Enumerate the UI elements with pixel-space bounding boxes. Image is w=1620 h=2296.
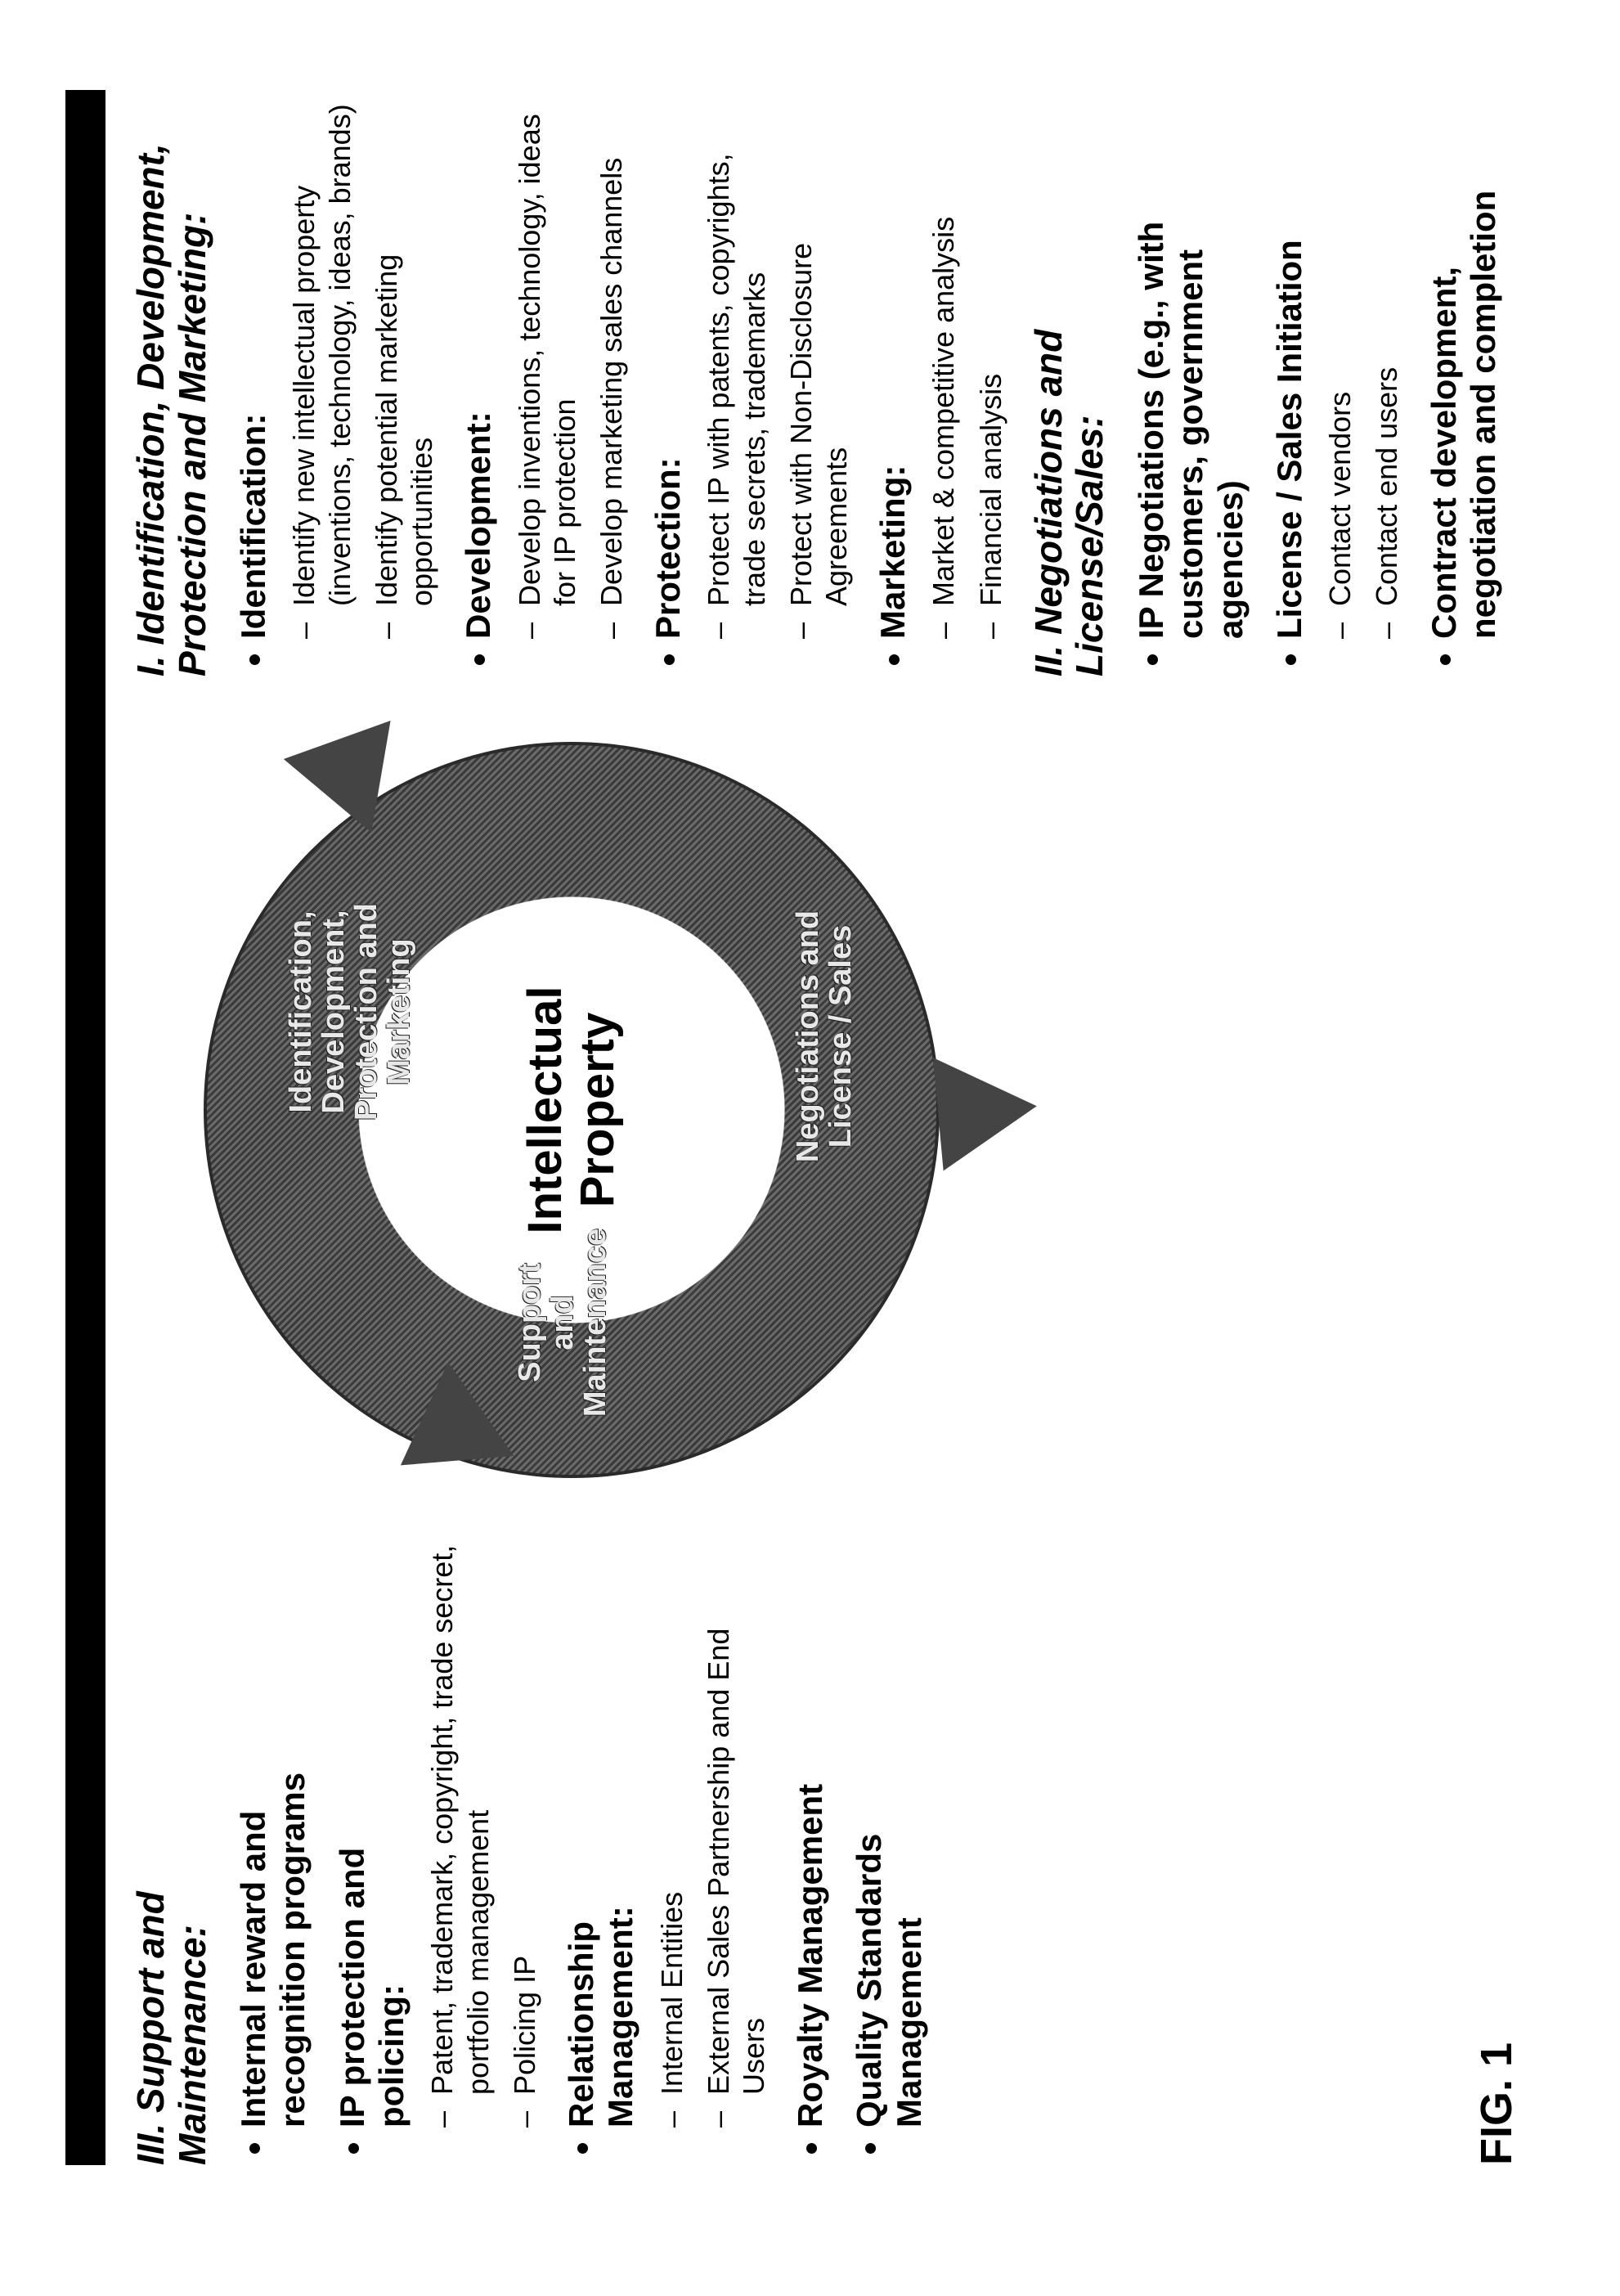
iii-item-3: Royalty Management — [791, 1543, 830, 2128]
ii-item-0: IP Negotiations (e.g., with customers, g… — [1132, 90, 1250, 639]
section-ii-prefix: II. — [1027, 645, 1070, 676]
iii-item-2-sub-1: External Sales Partnership and End Users — [701, 1543, 771, 2128]
section-i-list: Identification: Identify new intellectua… — [234, 90, 1008, 676]
i-group-2: Protection: Protect IP with patents, cop… — [648, 90, 854, 639]
title-underline — [96, 90, 105, 2165]
section-ii-heading: II. Negotiations and License/Sales: — [1028, 90, 1111, 676]
iii-item-2-sub-0: Internal Entities — [654, 1543, 689, 2128]
section-iii-line2: Maintenance: — [171, 1925, 213, 2165]
iii-item-2: Relationship Management: Internal Entiti… — [562, 1543, 771, 2128]
iii-item-4: Quality Standards Management — [850, 1543, 929, 2128]
section-i-heading: I. Identification, Development, Protecti… — [130, 90, 213, 676]
iii-item-1-sub: Patent, trademark, copyright, trade secr… — [424, 1543, 542, 2128]
iii-item-1-sub-0: Patent, trademark, copyright, trade secr… — [424, 1543, 495, 2128]
ii-item-1: License / Sales Initiation Contact vendo… — [1270, 90, 1405, 639]
column-sections-i-ii: I. Identification, Development, Protecti… — [130, 90, 1523, 676]
column-cycle-diagram: Identification, Development, Protection … — [130, 701, 1523, 1519]
column-section-iii: III. Support and Maintenance: Internal r… — [130, 1543, 1523, 2165]
section-iii-heading: III. Support and Maintenance: — [130, 1543, 213, 2165]
section-iii-prefix: III. — [129, 2123, 172, 2165]
cycle-diagram: Identification, Development, Protection … — [163, 701, 981, 1519]
iii-item-0: Internal reward and recognition programs — [234, 1543, 313, 2128]
section-i-prefix: I. — [129, 655, 172, 676]
ii-item-2: Contract development, negotiation and co… — [1425, 90, 1504, 639]
page-rotated-wrapper: Continuous Intellectual Property Process… — [0, 676, 1620, 2296]
landscape-canvas: Continuous Intellectual Property Process… — [0, 0, 1620, 2296]
three-column-layout: III. Support and Maintenance: Internal r… — [130, 90, 1523, 2165]
page-title: Continuous Intellectual Property Process — [65, 90, 96, 2165]
iii-item-1: IP protection and policing: Patent, trad… — [333, 1543, 542, 2128]
iii-item-1-sub-1: Policing IP — [507, 1543, 542, 2128]
cycle-center-label: Intellectual Property — [163, 701, 981, 1519]
iii-item-2-sub: Internal Entities External Sales Partner… — [654, 1543, 772, 2128]
i-group-1: Development: Develop inventions, technol… — [459, 90, 629, 639]
section-ii-list: IP Negotiations (e.g., with customers, g… — [1132, 90, 1503, 676]
i-group-0: Identification: Identify new intellectua… — [234, 90, 439, 639]
i-group-3: Marketing: Market & competitive analysis… — [873, 90, 1008, 639]
section-iii-list: Internal reward and recognition programs… — [234, 1543, 929, 2165]
figure-label: FIG. 1 — [1471, 2042, 1522, 2165]
title-bar: Continuous Intellectual Property Process — [65, 90, 96, 2165]
section-iii-line1: Support and — [129, 1891, 172, 2113]
